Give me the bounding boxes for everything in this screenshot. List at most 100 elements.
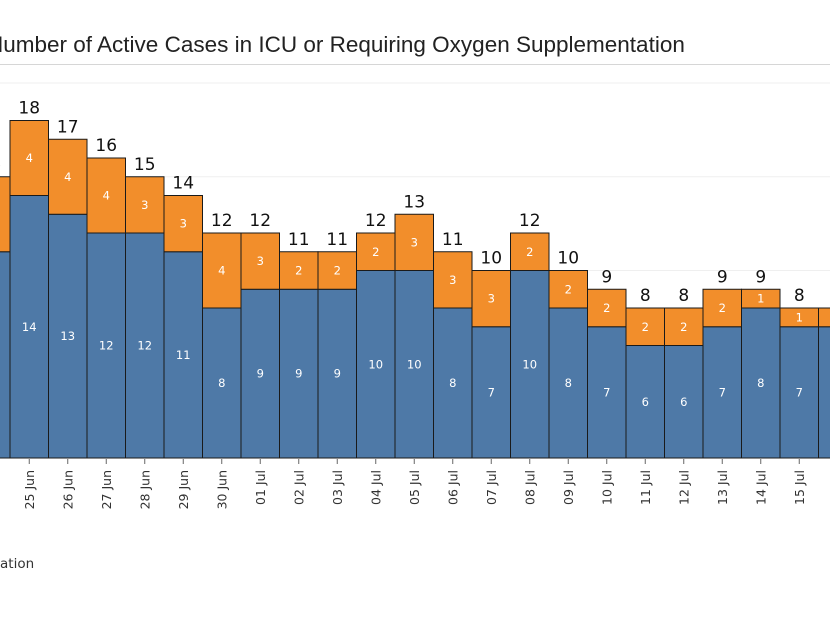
segment-label: 14 xyxy=(22,320,37,334)
x-tick-label: 12 Jul xyxy=(676,470,691,505)
segment-label: 6 xyxy=(680,395,687,409)
total-label: 11 xyxy=(442,230,464,250)
bar-oxygen xyxy=(317,251,357,290)
bar-oxygen xyxy=(279,251,319,290)
x-tick-label: 04 Jul xyxy=(368,470,383,505)
segment-label: 2 xyxy=(372,245,379,259)
total-label: 12 xyxy=(365,211,387,231)
bar-icu xyxy=(125,232,165,459)
bar-icu xyxy=(317,288,357,459)
total-label: 17 xyxy=(57,117,79,137)
bar-oxygen xyxy=(818,307,830,328)
x-tick-label: 03 Jul xyxy=(330,470,345,505)
segment-label: 12 xyxy=(137,339,152,353)
total-label: 18 xyxy=(18,99,40,119)
segment-label: 2 xyxy=(680,320,687,334)
total-label: 15 xyxy=(0,155,2,175)
x-tick-label: 26 Jun xyxy=(60,470,75,509)
bar-oxygen xyxy=(240,232,280,290)
bar-oxygen xyxy=(125,176,165,234)
bar-oxygen xyxy=(86,157,126,234)
total-label: 16 xyxy=(95,136,117,156)
x-tick-label: 29 Jun xyxy=(176,470,191,509)
segment-label: 13 xyxy=(60,329,75,343)
bar-icu xyxy=(625,345,665,459)
bar-icu xyxy=(818,326,830,459)
total-label: 9 xyxy=(717,267,728,287)
segment-label: 1 xyxy=(796,310,803,324)
bar-oxygen xyxy=(548,270,588,309)
total-label: 10 xyxy=(480,249,502,269)
segment-label: 7 xyxy=(603,385,610,399)
segment-label: 7 xyxy=(719,385,726,399)
bar-icu xyxy=(240,288,280,459)
x-tick-label: 09 Jul xyxy=(561,470,576,505)
bar-oxygen xyxy=(433,251,473,309)
x-tick-label: 28 Jun xyxy=(137,470,152,509)
x-tick-label: 27 Jun xyxy=(99,470,114,509)
segment-label: 3 xyxy=(411,235,418,249)
title-divider xyxy=(0,64,830,65)
bar-oxygen xyxy=(587,288,627,328)
x-tick-label: 30 Jun xyxy=(214,470,229,509)
bar-icu xyxy=(587,326,627,459)
bar-oxygen xyxy=(163,195,203,253)
segment-label: 1 xyxy=(757,292,764,306)
segment-label: 2 xyxy=(526,245,533,259)
bar-icu xyxy=(202,307,242,459)
segment-label: 9 xyxy=(257,367,264,381)
x-tick-label: 25 Jun xyxy=(22,470,37,509)
segment-label: 3 xyxy=(488,292,495,306)
total-label: 11 xyxy=(326,230,348,250)
x-tick-label: 05 Jul xyxy=(407,470,422,505)
total-label: 15 xyxy=(134,155,156,175)
bar-oxygen xyxy=(625,307,665,346)
total-label: 13 xyxy=(403,192,425,212)
bar-oxygen xyxy=(510,232,550,271)
segment-label: 2 xyxy=(565,282,572,296)
segment-label: 4 xyxy=(64,170,71,184)
total-label: 12 xyxy=(211,211,233,231)
x-tick-label: 15 Jul xyxy=(792,470,807,505)
segment-label: 8 xyxy=(449,376,456,390)
bar-icu xyxy=(779,326,819,459)
segment-label: 7 xyxy=(796,385,803,399)
bar-icu xyxy=(433,307,473,459)
segment-label: 9 xyxy=(334,367,341,381)
x-tick-label: 08 Jul xyxy=(522,470,537,505)
bar-oxygen xyxy=(664,307,704,346)
segment-label: 4 xyxy=(218,264,225,278)
segment-label: 11 xyxy=(176,348,191,362)
segment-label: 4 xyxy=(103,189,110,203)
bar-icu xyxy=(0,251,11,459)
total-label: 14 xyxy=(172,174,194,194)
segment-label: 9 xyxy=(295,367,302,381)
total-label: 12 xyxy=(249,211,271,231)
segment-label: 8 xyxy=(757,376,764,390)
x-tick-label: 11 Jul xyxy=(638,470,653,505)
bar-oxygen xyxy=(741,288,781,309)
bar-oxygen xyxy=(202,232,242,309)
total-label: 8 xyxy=(794,286,805,306)
bar-icu xyxy=(279,288,319,459)
bar-oxygen xyxy=(394,213,434,271)
bar-oxygen xyxy=(9,120,49,196)
segment-label: 10 xyxy=(407,357,422,371)
total-label: 9 xyxy=(755,267,766,287)
x-tick-label: 13 Jul xyxy=(715,470,730,505)
total-label: 8 xyxy=(678,286,689,306)
bar-oxygen xyxy=(702,288,742,328)
segment-label: 7 xyxy=(488,385,495,399)
segment-label: 2 xyxy=(642,320,649,334)
segment-label: 3 xyxy=(141,198,148,212)
segment-label: 2 xyxy=(295,264,302,278)
segment-label: 2 xyxy=(719,301,726,315)
segment-label: 8 xyxy=(565,376,572,390)
bar-oxygen xyxy=(471,270,511,328)
segment-label: 10 xyxy=(522,357,537,371)
segment-label: 3 xyxy=(180,217,187,231)
segment-label: 3 xyxy=(257,254,264,268)
total-label: 10 xyxy=(557,249,579,269)
bar-oxygen xyxy=(356,232,396,271)
